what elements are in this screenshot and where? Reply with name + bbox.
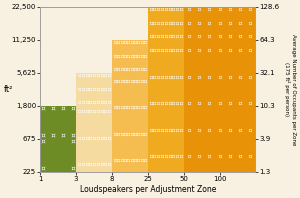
Y-axis label: ft²: ft²	[4, 85, 14, 94]
Bar	[112, 40, 148, 172]
Bar	[184, 7, 255, 172]
Y-axis label: Average Number of Occupants per Zone
(175 ft² per person): Average Number of Occupants per Zone (17…	[284, 34, 296, 145]
X-axis label: Loudspeakers per Adjustment Zone: Loudspeakers per Adjustment Zone	[80, 185, 216, 194]
Bar	[40, 106, 76, 172]
Bar	[148, 7, 184, 172]
Bar	[76, 73, 112, 172]
